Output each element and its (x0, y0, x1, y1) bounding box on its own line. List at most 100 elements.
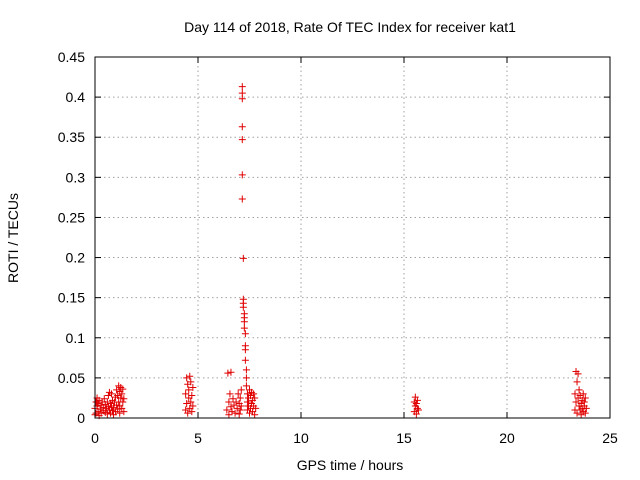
data-point (96, 405, 104, 413)
data-point (251, 394, 259, 402)
data-point (236, 394, 244, 402)
data-point (240, 318, 248, 326)
data-point (183, 400, 191, 408)
data-point (574, 370, 582, 378)
data-point (105, 406, 113, 414)
y-tick-label: 0.25 (58, 209, 85, 225)
data-point (188, 392, 196, 400)
data-point (243, 398, 251, 406)
data-point (120, 395, 128, 403)
x-tick-label: 25 (602, 430, 618, 446)
data-point (414, 406, 422, 414)
data-point (571, 390, 579, 398)
data-point (118, 390, 126, 398)
data-point (576, 392, 584, 400)
data-point (189, 384, 197, 392)
x-tick-label: 5 (194, 430, 202, 446)
data-point (225, 411, 233, 419)
data-point (107, 390, 115, 398)
data-point (100, 395, 108, 403)
data-point (234, 390, 242, 398)
data-point (239, 303, 247, 311)
data-point (226, 390, 234, 398)
data-point (225, 398, 233, 406)
data-point (413, 396, 421, 404)
data-points (91, 83, 590, 420)
data-point (229, 395, 237, 403)
data-point (224, 369, 232, 377)
data-point (237, 402, 245, 410)
x-tick-label: 20 (499, 430, 515, 446)
x-tick-label: 15 (396, 430, 412, 446)
y-tick-label: 0.35 (58, 129, 85, 145)
data-point (187, 398, 195, 406)
data-point (240, 324, 248, 332)
data-point (223, 406, 231, 414)
x-axis-label: GPS time / hours (297, 457, 404, 473)
chart-title: Day 114 of 2018, Rate Of TEC Index for r… (184, 19, 516, 35)
grid (95, 57, 610, 418)
data-point (103, 398, 111, 406)
data-point (242, 374, 250, 382)
data-point (113, 386, 121, 394)
data-point (581, 394, 589, 402)
data-point (252, 404, 260, 412)
data-point (575, 386, 583, 394)
data-point (412, 400, 420, 408)
data-point (119, 398, 127, 406)
y-tick-label: 0.45 (58, 49, 85, 65)
data-point (247, 392, 255, 400)
data-point (413, 404, 421, 412)
data-point (241, 356, 249, 364)
data-point (238, 123, 246, 131)
data-point (188, 408, 196, 416)
data-point (186, 372, 194, 380)
data-point (187, 378, 195, 386)
data-point (117, 394, 125, 402)
data-point (573, 409, 581, 417)
data-point (238, 83, 246, 91)
data-point (116, 409, 124, 417)
data-point (104, 392, 112, 400)
data-point (235, 410, 243, 418)
plot-frame (94, 56, 611, 419)
data-point (242, 366, 250, 374)
data-point (183, 374, 191, 382)
data-point (231, 409, 239, 417)
data-point (579, 390, 587, 398)
data-point (227, 368, 235, 376)
data-point (241, 346, 249, 354)
y-tick-label: 0.1 (66, 330, 86, 346)
data-point (185, 386, 193, 394)
data-point (581, 409, 589, 417)
data-point (233, 404, 241, 412)
data-point (243, 390, 251, 398)
data-point (238, 171, 246, 179)
x-tick-label: 10 (293, 430, 309, 446)
y-axis-label: ROTI / TECUs (5, 193, 21, 283)
y-tick-label: 0 (77, 410, 85, 426)
data-point (236, 406, 244, 414)
data-point (242, 382, 250, 390)
data-point (246, 409, 253, 417)
data-point (182, 390, 190, 398)
data-point (238, 136, 246, 144)
data-point (227, 403, 235, 411)
y-tick-label: 0.4 (66, 89, 86, 105)
data-point (250, 390, 258, 398)
data-point (412, 410, 420, 418)
data-point (238, 95, 246, 103)
data-point (228, 408, 236, 416)
y-tick-label: 0.05 (58, 370, 85, 386)
data-point (239, 254, 247, 262)
data-point (189, 402, 197, 410)
data-point (582, 404, 590, 412)
x-tick-label: 0 (91, 430, 99, 446)
data-point (184, 409, 192, 417)
y-tick-label: 0.3 (66, 169, 86, 185)
data-point (241, 330, 249, 338)
data-point (573, 378, 581, 386)
data-point (103, 410, 111, 418)
y-tick-label: 0.15 (58, 290, 85, 306)
